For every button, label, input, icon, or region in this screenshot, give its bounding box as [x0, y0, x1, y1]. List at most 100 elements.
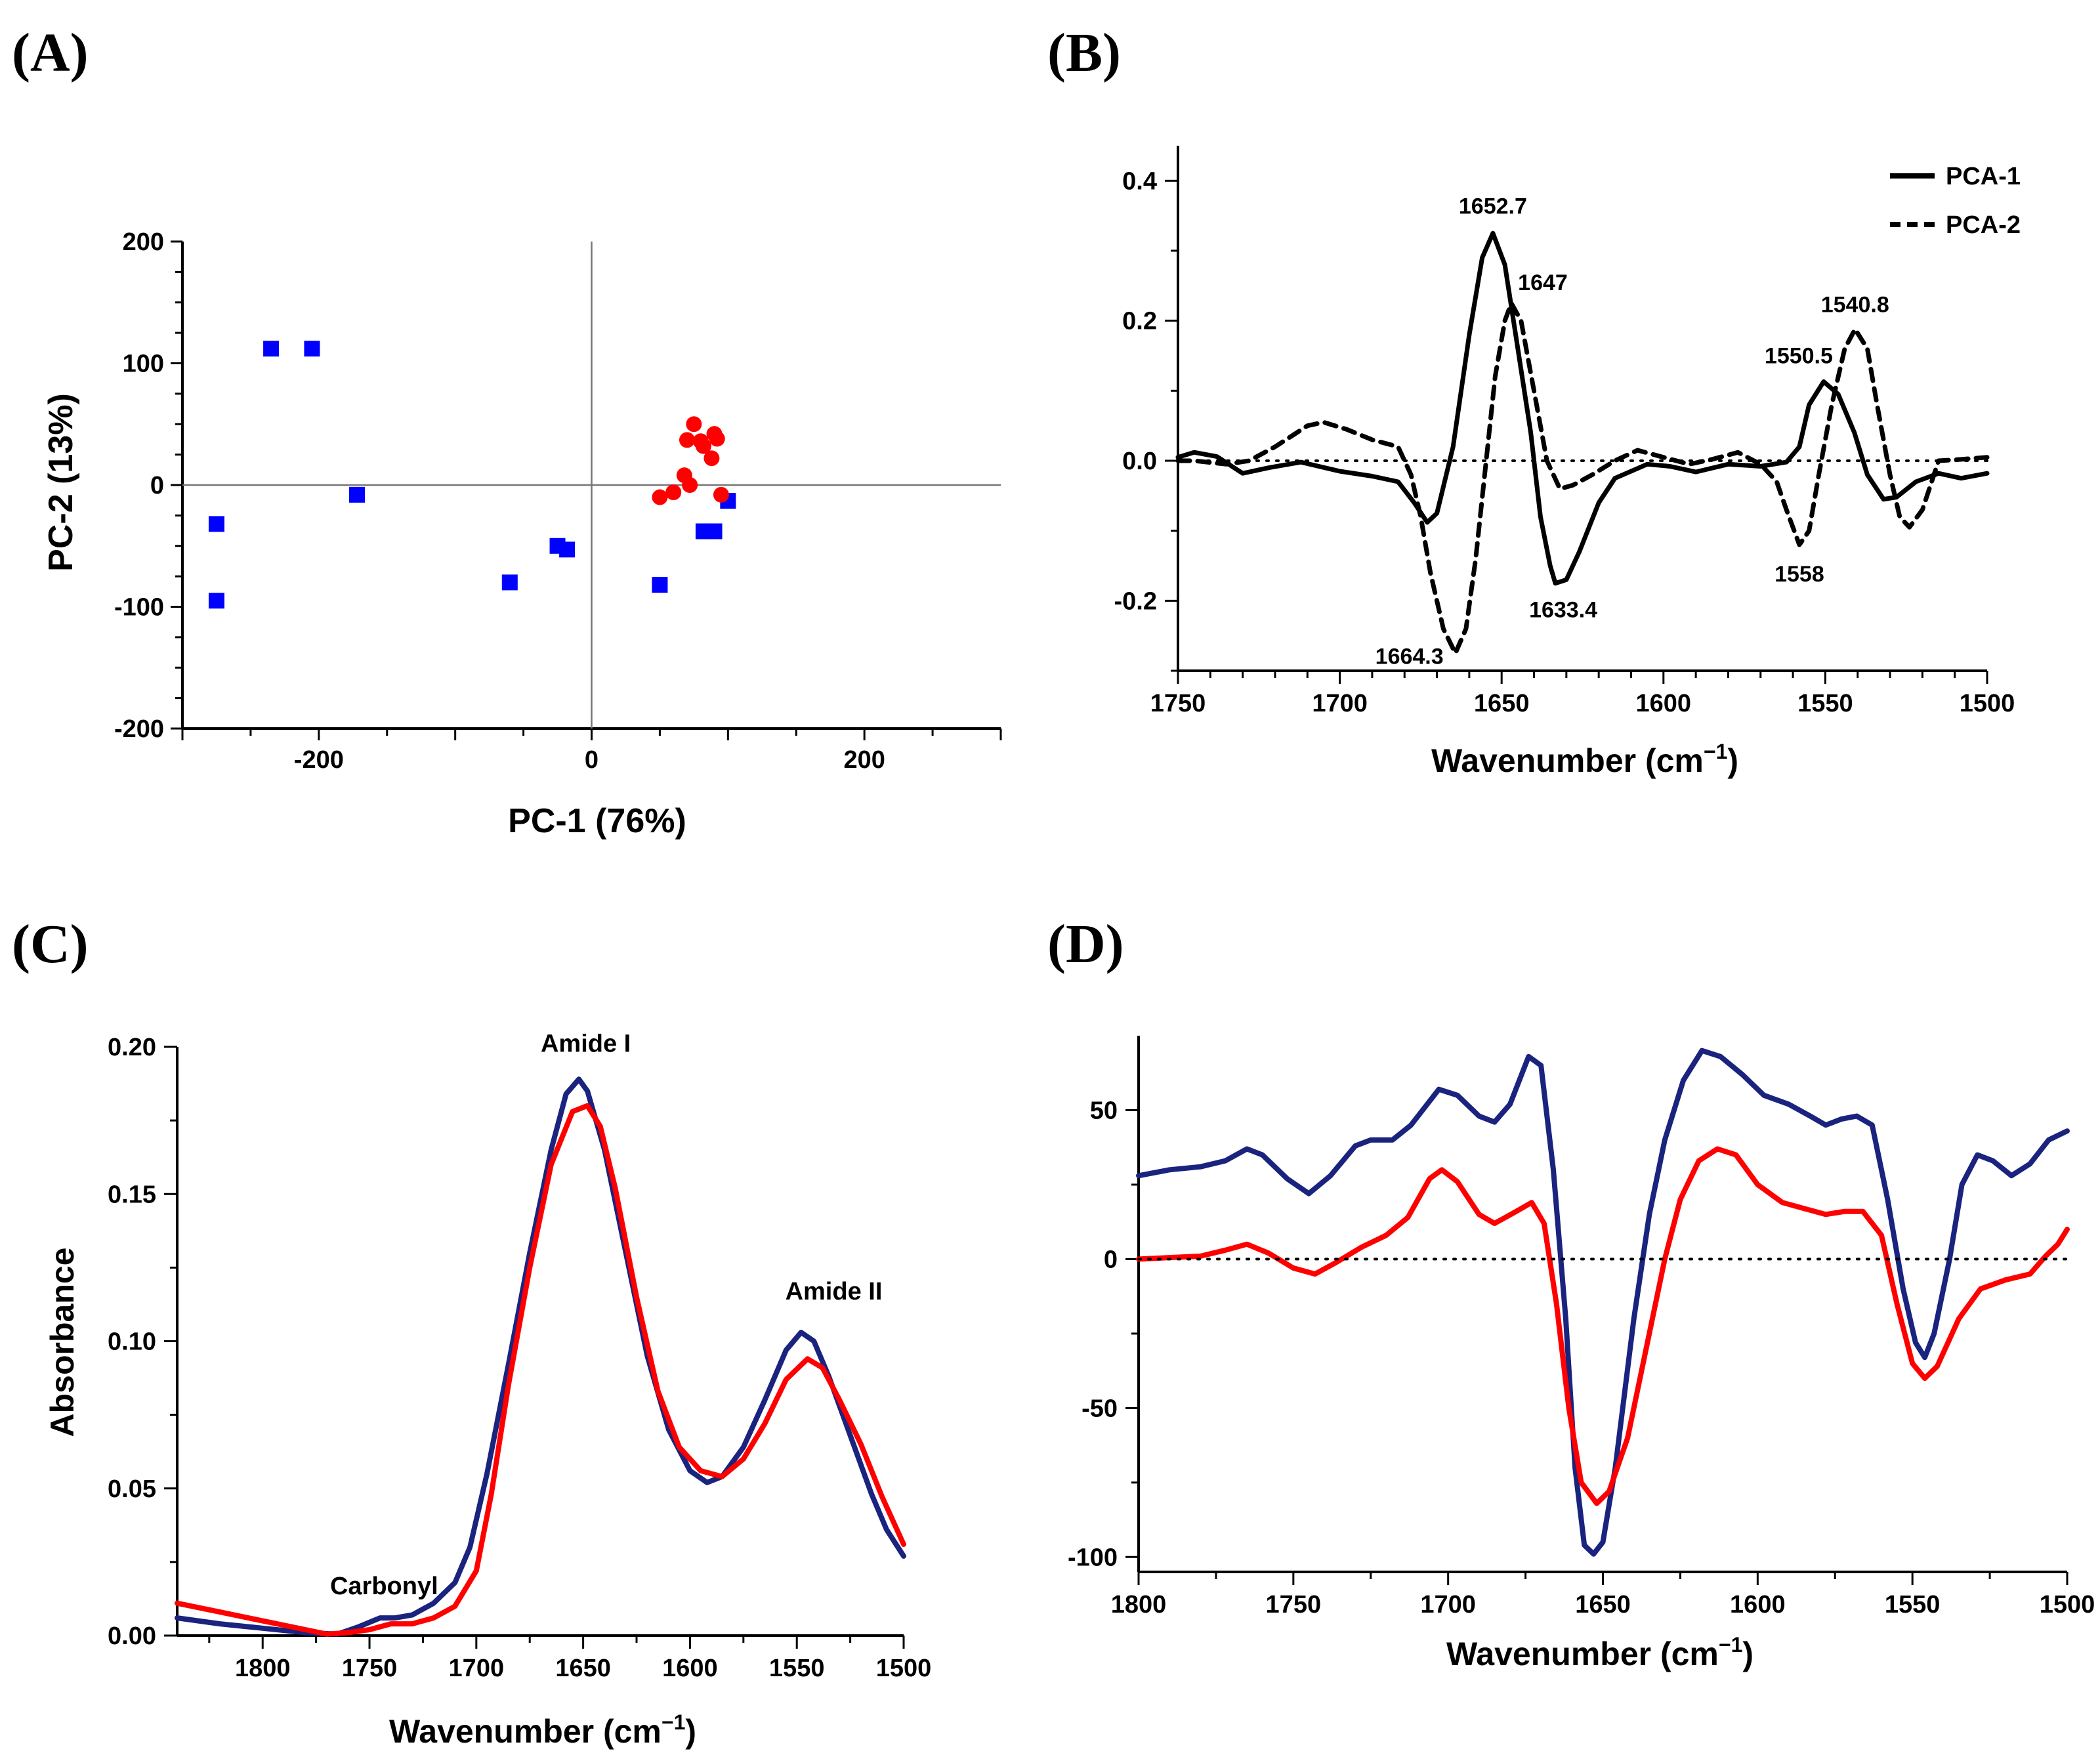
x-tick-label-c: 1800 — [235, 1655, 291, 1682]
x-tick-label-d: 1600 — [1730, 1591, 1786, 1619]
scatter-point-square — [652, 577, 668, 593]
scatter-point-square — [501, 574, 518, 591]
series-line-pca-1 — [1175, 230, 1990, 586]
x-tick-label-d: 1500 — [2040, 1591, 2095, 1619]
annotations-b: 1652.7 1647 1664.3 1633.4 1550.5 1540.8 1558 — [1376, 194, 1889, 669]
x-axis-label-c: Wavenumber (cm−1) — [389, 1710, 696, 1750]
y-tick-label-a: 100 — [123, 350, 164, 378]
panel-label-a: (A) — [12, 22, 89, 83]
y-tick-label-c: 0.20 — [108, 1034, 156, 1061]
scatter-point-circle — [709, 431, 725, 447]
x-tick-label-a: -200 — [294, 746, 344, 774]
x-ticks-d: 1800 1750 1700 1650 1600 1550 1500 — [1111, 1572, 2095, 1619]
scatter-point-square — [208, 593, 224, 609]
axes-d — [1137, 1036, 2067, 1573]
scatter-point-circle — [652, 489, 668, 505]
annotation-carbonyl: Carbonyl — [330, 1573, 438, 1600]
y-tick-label-d: -50 — [1082, 1395, 1118, 1422]
annotation-1664-3: 1664.3 — [1376, 644, 1444, 669]
panel-c: (C) 1800 1750 1700 1650 1600 1550 1500 0.000.0… — [12, 914, 931, 1750]
scatter-points-a — [208, 341, 736, 609]
panel-label-b: (B) — [1047, 22, 1121, 83]
y-tick-label-d: -100 — [1068, 1544, 1118, 1571]
y-tick-label-b: 0.4 — [1122, 167, 1157, 195]
y-ticks-a: -200 -100 0 100 200 — [114, 228, 182, 743]
y-tick-label-a: 0 — [150, 472, 164, 499]
series-line-0 — [1136, 1048, 2070, 1557]
scatter-point-square — [349, 486, 366, 503]
scatter-point-circle — [686, 416, 702, 433]
scatter-point-square — [559, 541, 576, 558]
y-tick-label-b: 0.0 — [1122, 448, 1157, 475]
x-axis-label-a: PC-1 (76%) — [508, 802, 686, 840]
panel-label-d: (D) — [1047, 914, 1124, 975]
y-tick-label-c: 0.15 — [108, 1181, 156, 1208]
panel-d: (D) 1800 1750 1700 1650 1600 1550 1500 -100 -50… — [1047, 914, 2095, 1672]
scatter-point-circle — [682, 477, 698, 493]
y-ticks-b: -0.2 0.0 0.2 0.4 — [1114, 167, 1178, 672]
x-tick-label-b: 1750 — [1150, 690, 1206, 717]
series-lines-b — [1175, 230, 1990, 656]
scatter-point-circle — [679, 432, 695, 448]
x-tick-label-c: 1700 — [449, 1655, 505, 1682]
scatter-point-square — [208, 516, 224, 532]
annotation-1633-4: 1633.4 — [1529, 598, 1597, 623]
y-tick-label-c: 0.10 — [108, 1328, 156, 1356]
annotation-1540-8: 1540.8 — [1821, 292, 1889, 317]
x-tick-label-b: 1500 — [1960, 690, 2015, 717]
y-tick-label-d: 50 — [1090, 1097, 1118, 1124]
x-tick-label-c: 1750 — [342, 1655, 398, 1682]
y-tick-label-a: -200 — [114, 715, 164, 743]
scatter-point-circle — [704, 450, 720, 467]
x-tick-label-c: 1550 — [769, 1655, 825, 1682]
x-axis-label-b: Wavenumber (cm−1) — [1431, 740, 1738, 779]
x-tick-label-b: 1550 — [1797, 690, 1853, 717]
y-tick-label-c: 0.05 — [108, 1475, 156, 1503]
annotation-1647: 1647 — [1518, 270, 1568, 295]
x-tick-label-d: 1700 — [1420, 1591, 1476, 1619]
x-tick-label-c: 1500 — [876, 1655, 932, 1682]
series-line-1 — [1136, 1146, 2070, 1506]
y-tick-label-d: 0 — [1104, 1246, 1118, 1273]
annotation-amide-ii: Amide II — [786, 1278, 883, 1305]
series-line-1 — [175, 1103, 906, 1637]
y-axis-label-c: Absorbance — [44, 1248, 81, 1437]
x-tick-label-d: 1550 — [1885, 1591, 1941, 1619]
y-ticks-d: -100 -50 0 50 — [1068, 1097, 1139, 1571]
annotations-c: Amide I Amide II Carbonyl — [330, 1030, 882, 1600]
x-tick-label-a: 0 — [585, 746, 598, 774]
annotation-1550-5: 1550.5 — [1765, 343, 1833, 368]
annotation-1558: 1558 — [1774, 562, 1824, 587]
annotation-amide-i: Amide I — [541, 1030, 631, 1057]
panel-b: (B) 1750 1700 1650 1600 1550 1500 -0.2 0.0 0.2 0… — [1047, 22, 2021, 779]
x-ticks-b: 1750 1700 1650 1600 1550 1500 — [1150, 671, 2015, 717]
y-tick-label-c: 0.00 — [108, 1622, 156, 1650]
x-ticks-a: -200 0 200 — [181, 729, 1002, 774]
x-ticks-c: 1800 1750 1700 1650 1600 1550 1500 — [208, 1636, 932, 1682]
y-ticks-c: 0.00 0.05 0.10 0.15 0.20 — [108, 1034, 177, 1650]
legend-label-pca-2: PCA-2 — [1946, 211, 2021, 239]
axes-b — [1177, 146, 1987, 672]
x-tick-label-b: 1700 — [1312, 690, 1368, 717]
scatter-point-square — [263, 341, 280, 357]
annotation-1652-7: 1652.7 — [1459, 194, 1527, 219]
y-tick-label-a: 200 — [123, 228, 164, 256]
x-tick-label-b: 1600 — [1636, 690, 1692, 717]
y-tick-label-b: -0.2 — [1114, 587, 1157, 615]
panel-label-c: (C) — [12, 914, 89, 975]
x-tick-label-b: 1650 — [1474, 690, 1530, 717]
legend-b: PCA-1 PCA-2 — [1890, 163, 2021, 239]
x-tick-label-c: 1600 — [662, 1655, 718, 1682]
scatter-point-circle — [692, 433, 709, 450]
scatter-point-circle — [665, 484, 682, 501]
series-lines-d — [1136, 1048, 2070, 1557]
scatter-point-square — [706, 523, 723, 540]
x-axis-label-d: Wavenumber (cm−1) — [1446, 1633, 1754, 1672]
legend-label-pca-1: PCA-1 — [1946, 163, 2021, 190]
series-line-pca-2 — [1175, 301, 1990, 656]
x-tick-label-a: 200 — [843, 746, 885, 774]
series-line-0 — [175, 1076, 906, 1637]
y-tick-label-a: -100 — [114, 594, 164, 622]
